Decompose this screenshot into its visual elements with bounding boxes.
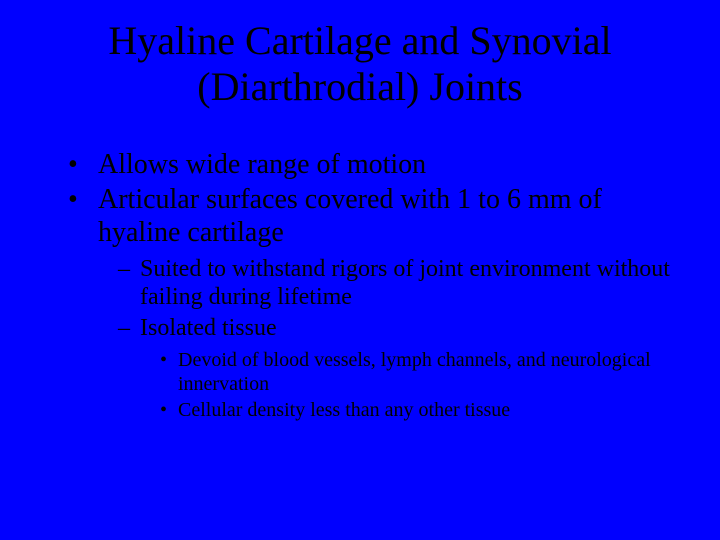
bullet-text: Isolated tissue xyxy=(140,315,277,341)
bullet-item: Devoid of blood vessels, lymph channels,… xyxy=(160,348,680,396)
bullet-item: Isolated tissue Devoid of blood vessels,… xyxy=(118,314,680,422)
bullet-text: Devoid of blood vessels, lymph channels,… xyxy=(178,349,651,395)
bullet-item: Cellular density less than any other tis… xyxy=(160,398,680,422)
bullet-text: Suited to withstand rigors of joint envi… xyxy=(140,256,670,310)
bullet-item: Allows wide range of motion xyxy=(68,148,680,181)
bullet-list-level2: Suited to withstand rigors of joint envi… xyxy=(98,255,680,422)
bullet-text: Cellular density less than any other tis… xyxy=(178,399,510,421)
bullet-text: Articular surfaces covered with 1 to 6 m… xyxy=(98,184,602,248)
bullet-text: Allows wide range of motion xyxy=(98,149,426,180)
slide-title: Hyaline Cartilage and Synovial (Diarthro… xyxy=(40,18,680,110)
bullet-item: Articular surfaces covered with 1 to 6 m… xyxy=(68,183,680,422)
bullet-list-level1: Allows wide range of motion Articular su… xyxy=(40,148,680,422)
slide: Hyaline Cartilage and Synovial (Diarthro… xyxy=(0,0,720,540)
bullet-item: Suited to withstand rigors of joint envi… xyxy=(118,255,680,312)
bullet-list-level3: Devoid of blood vessels, lymph channels,… xyxy=(140,348,680,422)
